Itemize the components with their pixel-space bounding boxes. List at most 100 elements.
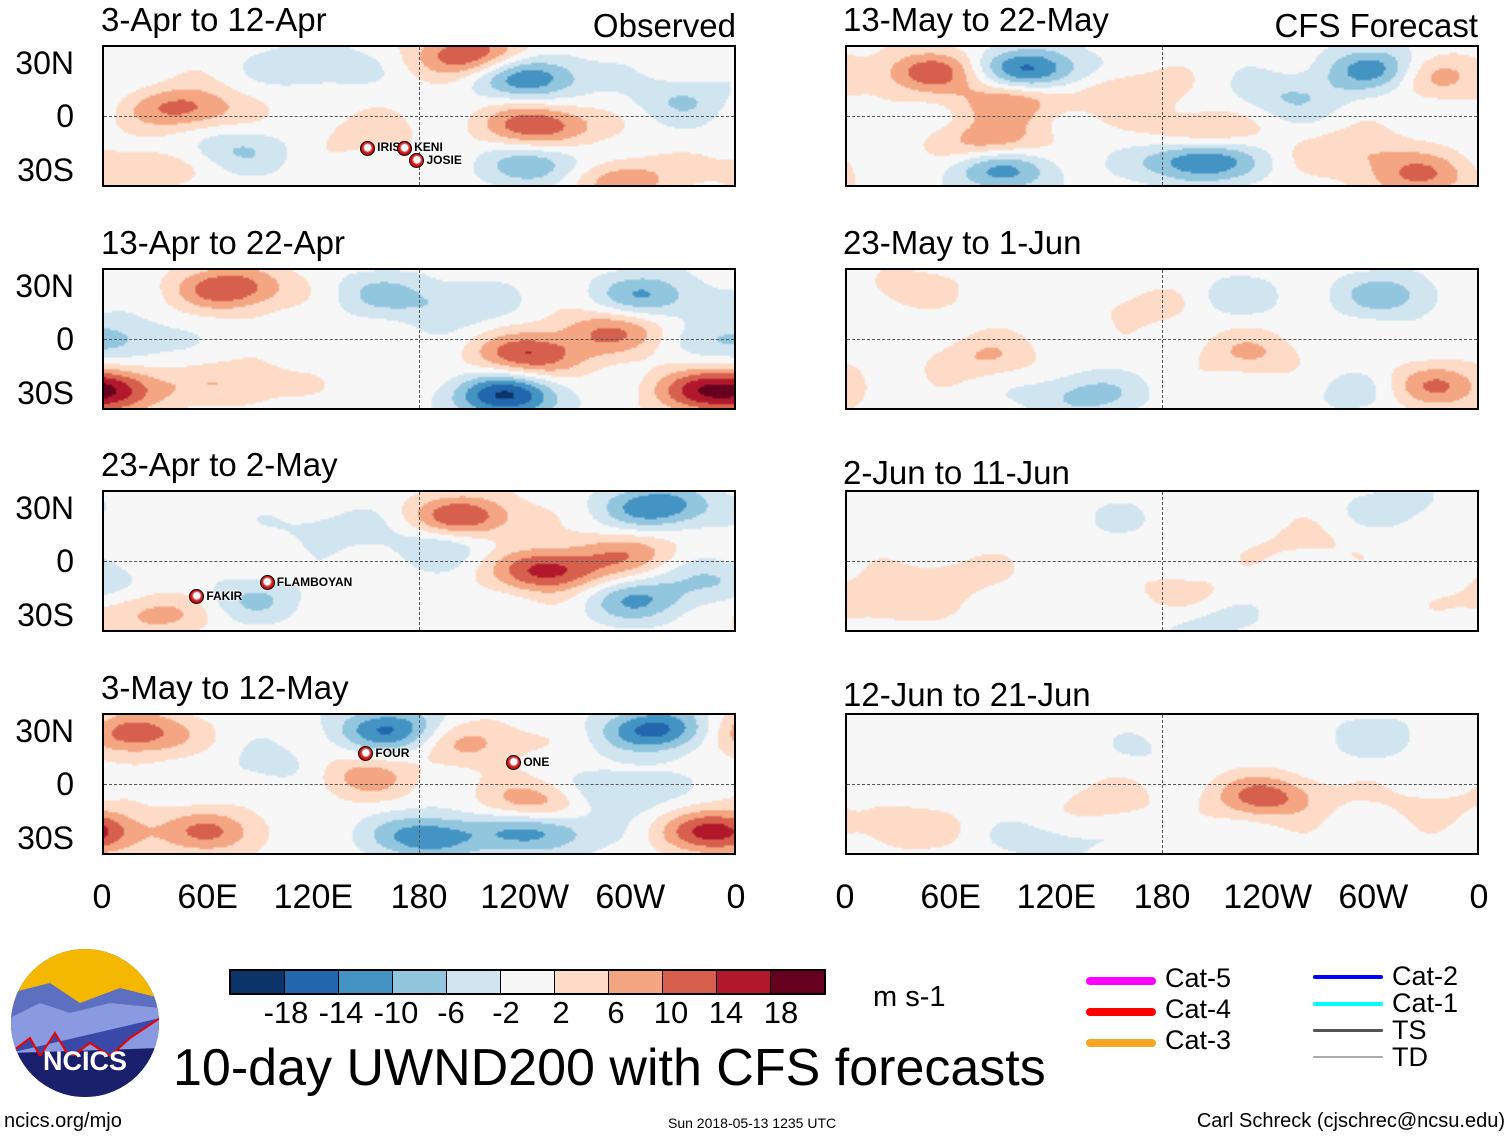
lon-tick-label: 0 [1469, 878, 1489, 916]
storm-marker: ❁ FLAMBOYAN [259, 574, 353, 590]
storm-legend-label: TS [1392, 1015, 1427, 1045]
colorbar-swatch [663, 971, 717, 993]
panel-title: 23-Apr to 2-May [101, 446, 338, 483]
observed-label: Observed [592, 7, 736, 44]
lon-tick-label: 60W [1338, 878, 1409, 916]
colorbar-tick-label: 6 [607, 995, 625, 1030]
storm-legend-label: Cat-4 [1165, 994, 1232, 1024]
storm-name: FLAMBOYAN [276, 574, 353, 589]
lat-tick-label: 0 [56, 543, 74, 579]
map-panel: ❁ IRIS ❁ KENI ❁ JOSIE [102, 45, 736, 187]
lon-tick-label: 60E [177, 878, 238, 916]
map-panel [845, 713, 1479, 855]
storm-name: JOSIE [426, 152, 462, 167]
lon-tick-label: 0 [835, 878, 855, 916]
map-panel [845, 490, 1479, 632]
colorbar-swatch [339, 971, 393, 993]
panel-title: 2-Jun to 11-Jun [843, 454, 1070, 491]
lon-tick-label: 120W [480, 878, 570, 916]
storm-marker: ❁ IRIS [360, 140, 401, 156]
panel-title: 12-Jun to 21-Jun [843, 676, 1091, 713]
lat-tick-label: 30S [17, 820, 74, 856]
lon-tick-label: 120W [1223, 878, 1313, 916]
storm-name: ONE [523, 754, 550, 769]
colorbar-tick-label: -6 [437, 995, 465, 1030]
map-panel [845, 268, 1479, 410]
lat-tick-label: 30N [15, 45, 74, 81]
lat-tick-label: 0 [56, 766, 74, 802]
colorbar-swatch [447, 971, 501, 993]
map-panel [845, 45, 1479, 187]
footer-timestamp: Sun 2018-05-13 1235 UTC [668, 1115, 837, 1131]
colorbar-swatch [501, 971, 555, 993]
colorbar-tick-label: 14 [708, 995, 744, 1030]
panel-title: 3-Apr to 12-Apr [101, 1, 327, 38]
colorbar-swatch [771, 971, 824, 993]
lat-tick-label: 30S [17, 375, 74, 411]
colorbar-tick-label: -2 [492, 995, 520, 1030]
svg-text:NCICS: NCICS [43, 1046, 127, 1076]
storm-marker: ❁ ONE [506, 754, 550, 771]
hurricane-icon: ❁ [358, 746, 374, 762]
footer-url[interactable]: ncics.org/mjo [4, 1110, 122, 1132]
storm-legend-label: Cat-2 [1392, 961, 1459, 991]
colorbar-swatch [717, 971, 771, 993]
colorbar-swatch [393, 971, 447, 993]
colorbar-tick-label: -10 [373, 995, 419, 1030]
lat-tick-label: 30S [17, 152, 74, 188]
storm-legend-line [1313, 1029, 1383, 1032]
lon-tick-label: 0 [726, 878, 746, 916]
storm-legend-line [1086, 1008, 1156, 1016]
lon-tick-label: 0 [92, 878, 112, 916]
lat-tick-label: 30N [15, 713, 74, 749]
storm-legend-line [1086, 977, 1156, 985]
panel-title: 13-May to 22-May [843, 1, 1109, 38]
colorbar-tick-label: 2 [552, 995, 570, 1030]
lon-tick-label: 60W [595, 878, 666, 916]
storm-legend-line [1313, 1002, 1383, 1006]
lat-tick-label: 0 [56, 321, 74, 357]
colorbar-tick-label: -14 [318, 995, 364, 1030]
units-label: m s-1 [873, 981, 946, 1013]
storm-legend-line [1086, 1039, 1156, 1047]
colorbar-swatch [285, 971, 339, 993]
panel-title: 3-May to 12-May [101, 669, 349, 706]
panel-title: 13-Apr to 22-Apr [101, 224, 345, 261]
hurricane-icon: ❁ [189, 589, 205, 605]
lat-tick-label: 30N [15, 490, 74, 526]
hurricane-icon: ❁ [397, 140, 413, 156]
hurricane-icon: ❁ [259, 574, 275, 590]
colorbar [229, 969, 826, 995]
map-panel [102, 268, 736, 410]
storm-legend-line [1313, 975, 1383, 979]
colorbar-tick-label: 18 [763, 995, 799, 1030]
hurricane-icon: ❁ [409, 152, 425, 168]
lon-tick-label: 60E [920, 878, 981, 916]
storm-marker: ❁ FOUR [358, 746, 410, 762]
lat-tick-label: 0 [56, 98, 74, 134]
colorbar-swatch [609, 971, 663, 993]
colorbar-tick-label: -18 [263, 995, 309, 1030]
storm-legend-label: Cat-1 [1392, 988, 1459, 1018]
lon-tick-label: 120E [273, 878, 354, 916]
footer-author: Carl Schreck (cjschrec@ncsu.edu) [1196, 1110, 1505, 1132]
colorbar-tick-label: 10 [653, 995, 689, 1030]
lon-tick-label: 180 [390, 878, 448, 916]
figure-title: 10-day UWND200 with CFS forecasts [173, 1039, 1046, 1097]
storm-name: FOUR [375, 746, 410, 761]
lon-tick-label: 180 [1133, 878, 1191, 916]
storm-legend-label: TD [1392, 1042, 1428, 1072]
storm-name: IRIS [377, 140, 401, 155]
hurricane-icon: ❁ [360, 140, 376, 156]
storm-name: FAKIR [206, 588, 243, 603]
lon-tick-label: 120E [1016, 878, 1097, 916]
storm-marker: ❁ KENI [397, 140, 443, 156]
storm-name: KENI [414, 140, 443, 155]
hurricane-icon: ❁ [506, 755, 522, 771]
ncics-logo: NCICS [11, 949, 159, 1097]
forecast-label: CFS Forecast [1274, 7, 1478, 44]
map-panel: ❁ FAKIR ❁ FLAMBOYAN [102, 490, 736, 632]
colorbar-swatch [231, 971, 285, 993]
map-panel: ❁ FOUR ❁ ONE [102, 713, 736, 855]
colorbar-swatch [555, 971, 609, 993]
